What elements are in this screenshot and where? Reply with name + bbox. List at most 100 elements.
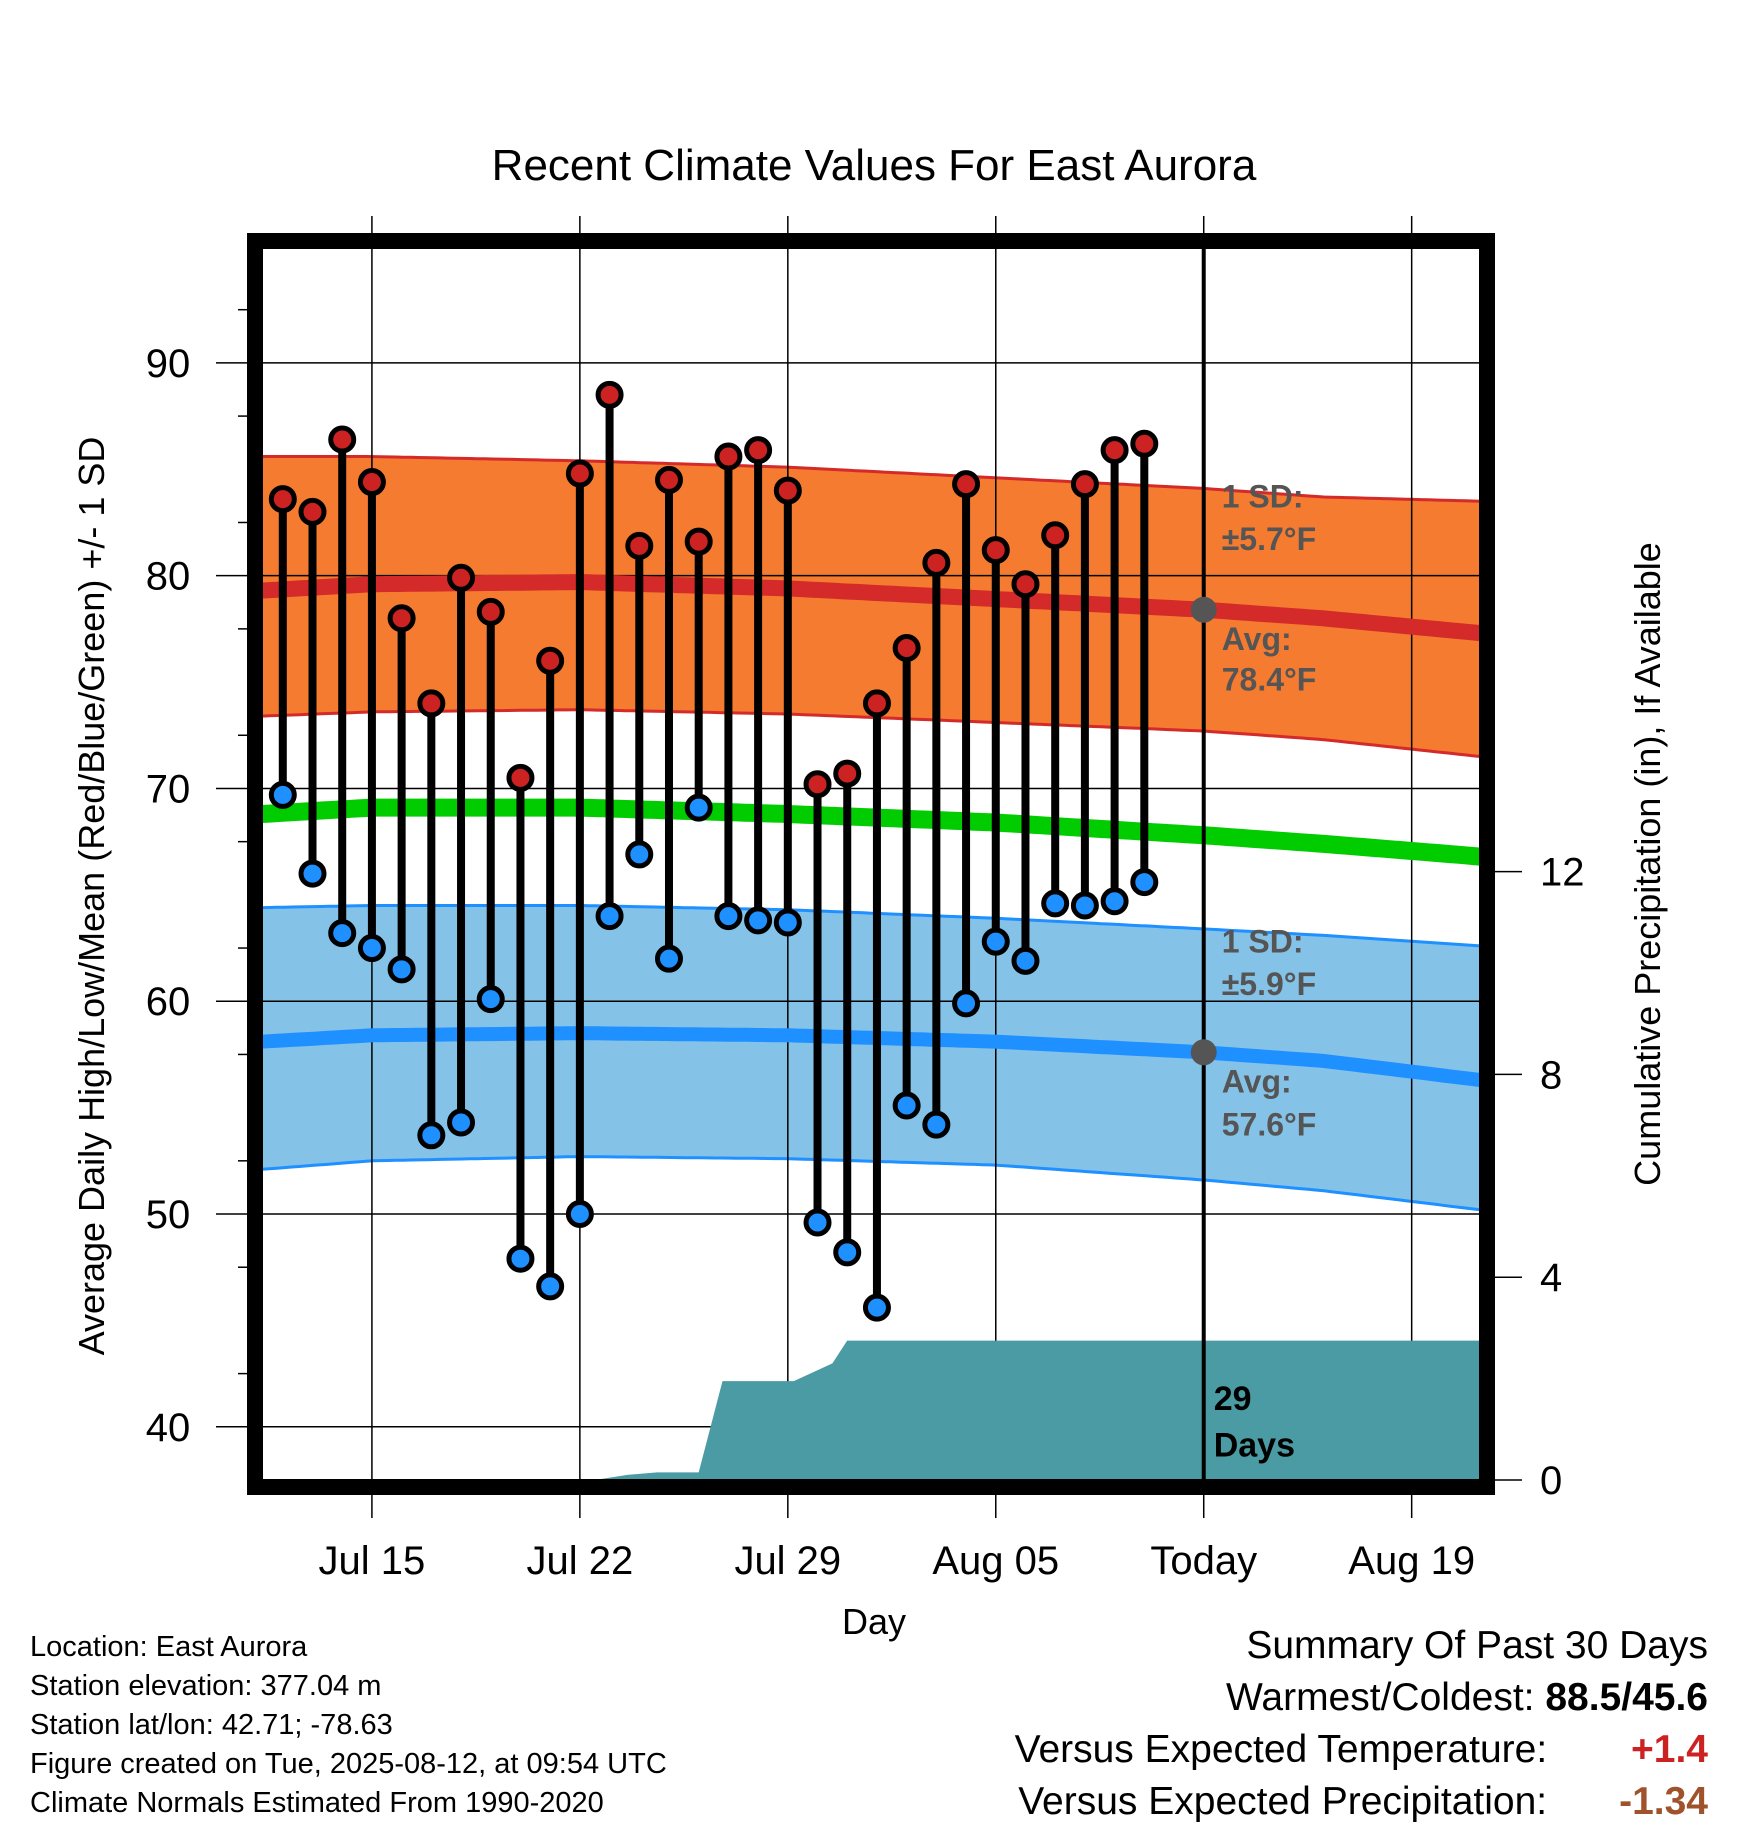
temp-row: Versus Expected Temperature: +1.4 (1015, 1724, 1708, 1776)
low-temp-point (1041, 889, 1070, 918)
high-temp-point (625, 531, 654, 560)
low-temp-point (357, 934, 386, 963)
summary-panel: Summary Of Past 30 Days Warmest/Coldest:… (1015, 1620, 1708, 1828)
high-avg-label: Avg: (1222, 621, 1292, 657)
low-temp-point (328, 919, 357, 948)
high-temp-point (922, 548, 951, 577)
high-temp-point (506, 763, 535, 792)
y-tick-label-40: 40 (146, 1406, 191, 1450)
low-temp-point (595, 902, 624, 931)
high-temp-point (536, 646, 565, 675)
high-temp-point (654, 465, 683, 494)
low-temp-point (684, 793, 713, 822)
warm-cold-label: Warmest/Coldest: (1226, 1676, 1535, 1719)
high-temp-point (417, 689, 446, 718)
low-temp-point (417, 1121, 446, 1150)
y2-tick-label-0: 0 (1540, 1459, 1562, 1503)
today-high-normal-marker (1190, 596, 1217, 623)
warm-cold-value: 88.5/45.6 (1545, 1676, 1708, 1719)
low-avg-value: 57.6°F (1222, 1106, 1317, 1142)
high-temp-point (862, 689, 891, 718)
low-temp-point (1100, 887, 1129, 916)
high-temp-point (773, 476, 802, 505)
high-temp-point (476, 597, 505, 626)
cumulative-precip-area (262, 1340, 1480, 1480)
low-temp-point (803, 1208, 832, 1237)
low-avg-label: Avg: (1222, 1064, 1292, 1100)
high-temp-point (1070, 470, 1099, 499)
low-temp-point (298, 859, 327, 888)
high-temp-point (1041, 521, 1070, 550)
low-temp-point (476, 985, 505, 1014)
normals-text: Climate Normals Estimated From 1990-2020 (30, 1787, 604, 1819)
low-temp-point (1070, 891, 1099, 920)
y-tick-label-90: 90 (146, 342, 191, 386)
x-tick-label-jul-29: Jul 29 (734, 1539, 841, 1583)
precip-row: Versus Expected Precipitation: -1.34 (1015, 1776, 1708, 1828)
high-temp-point (328, 425, 357, 454)
high-temp-point (803, 770, 832, 799)
high-temp-point (565, 459, 594, 488)
x-tick-label-jul-22: Jul 22 (526, 1539, 633, 1583)
temp-label: Versus Expected Temperature: (1014, 1728, 1548, 1771)
low-temp-point (773, 908, 802, 937)
y-axis-label: Average Daily High/Low/Mean (Red/Blue/Gr… (71, 437, 112, 1356)
high-temp-point (357, 468, 386, 497)
y-tick-label-80: 80 (146, 555, 191, 599)
high-temp-point (981, 536, 1010, 565)
low-temp-point (625, 840, 654, 869)
latlon-text: Station lat/lon: 42.71; -78.63 (30, 1709, 393, 1741)
low-temp-point (833, 1238, 862, 1267)
high-temp-point (1100, 436, 1129, 465)
y2-tick-label-4: 4 (1540, 1256, 1562, 1300)
low-temp-point (862, 1293, 891, 1322)
high-temp-point (268, 485, 297, 514)
precip-label: Versus Expected Precipitation: (1018, 1780, 1548, 1823)
x-tick-label-aug-05: Aug 05 (932, 1539, 1059, 1583)
y2-tick-label-8: 8 (1540, 1053, 1562, 1097)
low-temp-point (1130, 868, 1159, 897)
high-temp-point (1130, 429, 1159, 458)
high-sd-label: 1 SD: (1222, 479, 1304, 515)
high-temp-point (684, 527, 713, 556)
low-temp-point (922, 1110, 951, 1139)
normal-mean-line (261, 798, 1481, 866)
y2-tick-label-12: 12 (1540, 851, 1585, 895)
low-temp-point (1011, 946, 1040, 975)
today-low-normal-marker (1190, 1039, 1217, 1066)
y-tick-label-70: 70 (146, 767, 191, 811)
y-tick-label-60: 60 (146, 980, 191, 1024)
chart-title: Recent Climate Values For East Aurora (492, 141, 1257, 190)
low-temp-point (387, 955, 416, 984)
x-tick-label-jul-15: Jul 15 (319, 1539, 426, 1583)
low-temp-point (506, 1244, 535, 1273)
low-temp-point (536, 1272, 565, 1301)
created-text: Figure created on Tue, 2025-08-12, at 09… (30, 1748, 667, 1780)
high-sd-value: ±5.7°F (1222, 521, 1316, 557)
high-temp-point (447, 563, 476, 592)
low-sd-band-lower-edge (261, 1155, 1481, 1212)
low-temp-point (981, 927, 1010, 956)
low-temp-point (952, 989, 981, 1018)
high-temp-point (744, 436, 773, 465)
low-temp-point (744, 906, 773, 935)
high-temp-point (714, 442, 743, 471)
low-sd-value: ±5.9°F (1222, 966, 1316, 1002)
low-temp-point (654, 944, 683, 973)
high-temp-point (952, 470, 981, 499)
precip-days-count: 29 (1214, 1380, 1252, 1418)
x-axis-label: Day (842, 1601, 906, 1642)
low-temp-point (268, 780, 297, 809)
high-temp-point (833, 759, 862, 788)
plot-frame (247, 233, 1495, 1495)
high-temp-point (298, 497, 327, 526)
warm-cold-row: Warmest/Coldest: 88.5/45.6 (1015, 1672, 1708, 1724)
low-sd-band (262, 905, 1480, 1210)
location-text: Location: East Aurora (30, 1631, 308, 1663)
low-temp-point (565, 1200, 594, 1229)
high-sd-band (262, 456, 1480, 757)
high-sd-band-upper-edge (262, 455, 1481, 503)
y-tick-label-50: 50 (146, 1193, 191, 1237)
elevation-text: Station elevation: 377.04 m (30, 1670, 382, 1702)
